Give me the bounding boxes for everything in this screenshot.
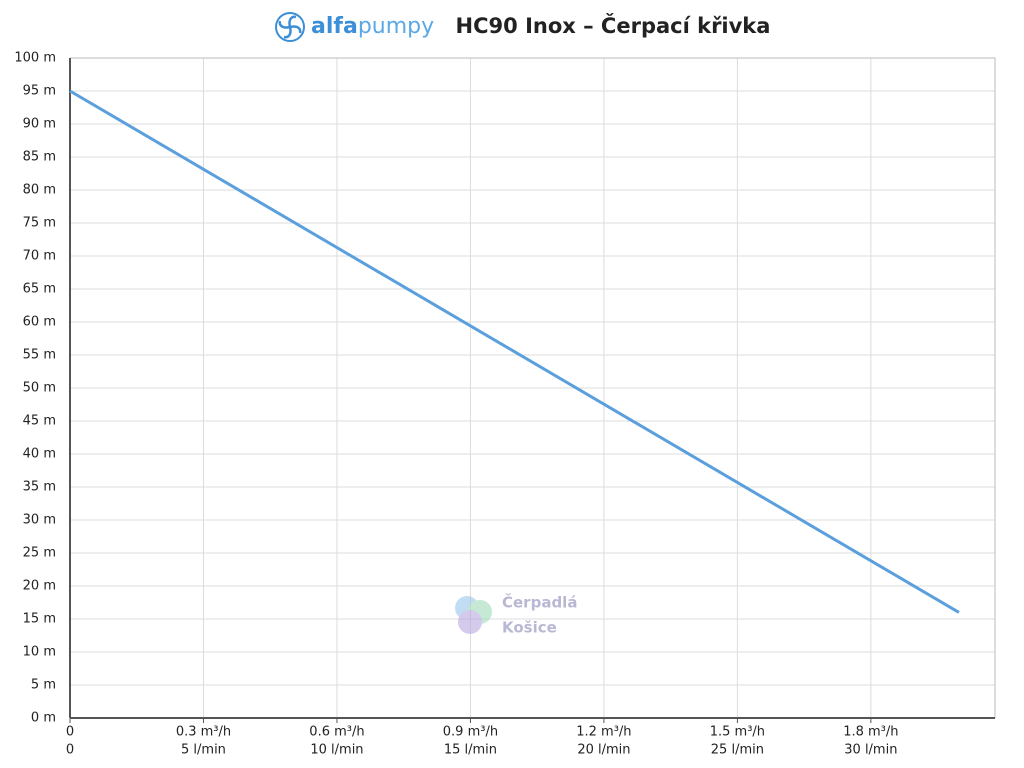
series-line <box>69 89 960 614</box>
y-tick-label: 0 m <box>31 711 56 726</box>
y-tick-label: 10 m <box>23 645 56 660</box>
y-tick-label: 100 m <box>14 51 56 66</box>
x-tick-label-flow: 0 <box>66 725 74 740</box>
x-tick-label-flow: 0.9 m³/h <box>443 725 498 740</box>
y-tick-label: 40 m <box>23 447 56 462</box>
y-tick-label: 65 m <box>23 282 56 297</box>
x-tick-label: 30 l/min <box>844 743 897 758</box>
watermark-text: Košice <box>502 619 557 637</box>
x-tick-label: 15 l/min <box>444 743 497 758</box>
y-tick-label: 50 m <box>23 381 56 396</box>
y-tick-label: 60 m <box>23 315 56 330</box>
x-tick-label-flow: 1.8 m³/h <box>843 725 898 740</box>
x-tick-label-flow: 0.6 m³/h <box>309 725 364 740</box>
y-tick-label: 45 m <box>23 414 56 429</box>
y-tick-label: 5 m <box>31 678 56 693</box>
y-tick-label: 95 m <box>23 84 56 99</box>
x-tick-label: 0 <box>66 743 74 758</box>
x-tick-label: 10 l/min <box>310 743 363 758</box>
y-tick-label: 35 m <box>23 480 56 495</box>
watermark-text: Čerpadlá <box>502 593 577 612</box>
logo-icon <box>275 12 305 42</box>
y-tick-label: 85 m <box>23 150 56 165</box>
y-tick-label: 25 m <box>23 546 56 561</box>
x-tick-label: 5 l/min <box>181 743 226 758</box>
y-tick-label: 55 m <box>23 348 56 363</box>
y-tick-label: 30 m <box>23 513 56 528</box>
y-tick-label: 75 m <box>23 216 56 231</box>
chart-title: HC90 Inox – Čerpací křivka <box>456 13 771 38</box>
logo-fan <box>278 15 302 39</box>
y-tick-label: 90 m <box>23 117 56 132</box>
x-tick-label: 25 l/min <box>711 743 764 758</box>
y-tick-label: 70 m <box>23 249 56 264</box>
y-tick-label: 80 m <box>23 183 56 198</box>
x-tick-label-flow: 1.2 m³/h <box>576 725 631 740</box>
watermark: Čerpadlá Košice <box>455 593 577 637</box>
logo-part: pumpy <box>358 14 434 39</box>
watermark-icon <box>458 610 482 634</box>
y-tick-label: 15 m <box>23 612 56 627</box>
y-tick-label: 20 m <box>23 579 56 594</box>
logo-text: alfapumpy <box>311 14 434 39</box>
logo <box>275 12 305 42</box>
logo-part: alfa <box>311 14 358 39</box>
x-tick-label-flow: 1.5 m³/h <box>710 725 765 740</box>
x-tick-label: 20 l/min <box>577 743 630 758</box>
x-tick-label-flow: 0.3 m³/h <box>176 725 231 740</box>
